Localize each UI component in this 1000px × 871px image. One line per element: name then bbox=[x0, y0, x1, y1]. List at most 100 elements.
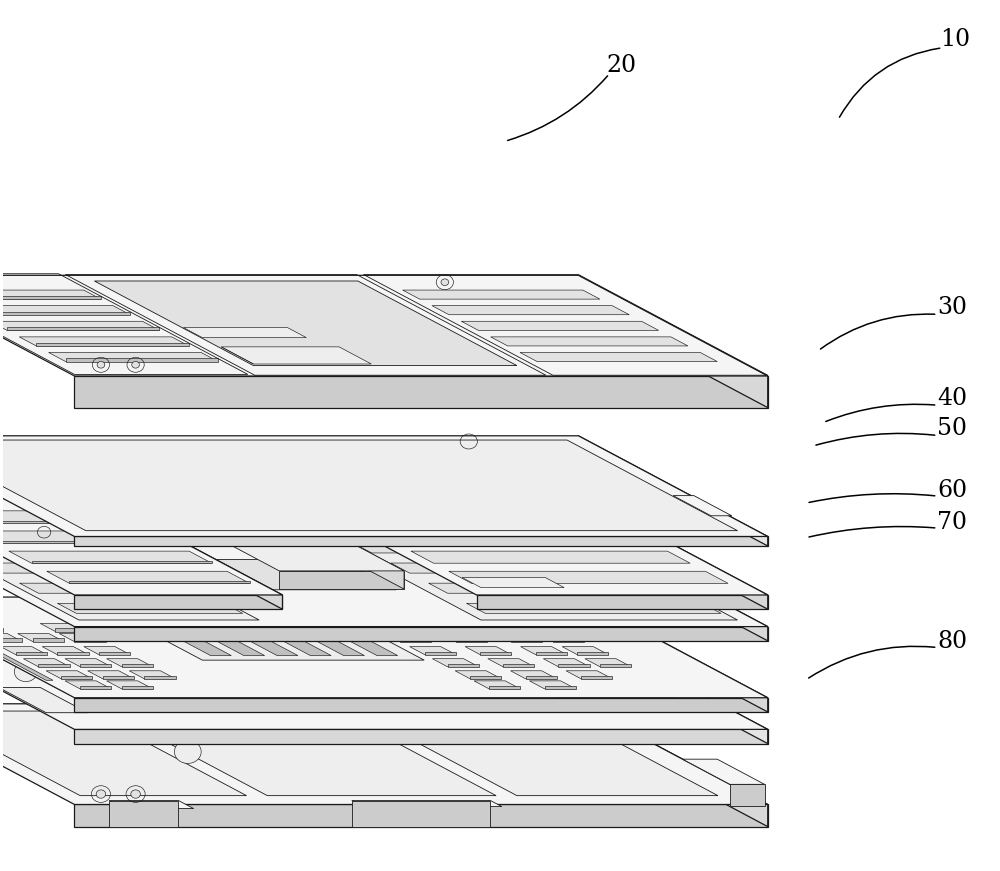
Polygon shape bbox=[0, 563, 167, 573]
Circle shape bbox=[14, 662, 37, 682]
Polygon shape bbox=[503, 664, 534, 667]
Polygon shape bbox=[536, 652, 567, 655]
Polygon shape bbox=[108, 711, 496, 795]
Text: 40: 40 bbox=[937, 387, 968, 409]
Polygon shape bbox=[511, 671, 557, 679]
Polygon shape bbox=[0, 321, 159, 330]
Text: 30: 30 bbox=[937, 296, 967, 319]
Polygon shape bbox=[109, 800, 178, 827]
Polygon shape bbox=[69, 581, 250, 584]
Polygon shape bbox=[144, 676, 176, 679]
Polygon shape bbox=[489, 685, 520, 689]
Polygon shape bbox=[0, 541, 174, 543]
Polygon shape bbox=[159, 559, 396, 590]
Polygon shape bbox=[183, 327, 306, 338]
Polygon shape bbox=[432, 658, 479, 667]
Polygon shape bbox=[352, 800, 502, 807]
Polygon shape bbox=[558, 664, 590, 667]
Polygon shape bbox=[480, 652, 511, 655]
Polygon shape bbox=[109, 800, 194, 808]
Polygon shape bbox=[47, 571, 250, 584]
Polygon shape bbox=[0, 510, 136, 523]
Polygon shape bbox=[0, 526, 768, 626]
Polygon shape bbox=[543, 658, 590, 667]
Polygon shape bbox=[429, 584, 683, 593]
Polygon shape bbox=[331, 631, 398, 656]
Polygon shape bbox=[287, 494, 768, 595]
Polygon shape bbox=[520, 353, 717, 361]
Polygon shape bbox=[553, 638, 584, 642]
Polygon shape bbox=[600, 664, 631, 667]
Polygon shape bbox=[298, 631, 364, 656]
Polygon shape bbox=[265, 631, 331, 656]
Polygon shape bbox=[483, 658, 676, 698]
Polygon shape bbox=[80, 685, 111, 689]
Polygon shape bbox=[519, 624, 565, 631]
Polygon shape bbox=[488, 658, 534, 667]
Polygon shape bbox=[55, 628, 87, 631]
Polygon shape bbox=[103, 676, 134, 679]
Polygon shape bbox=[0, 521, 136, 523]
Polygon shape bbox=[20, 584, 205, 593]
Polygon shape bbox=[0, 624, 3, 631]
Polygon shape bbox=[65, 681, 111, 689]
Polygon shape bbox=[449, 571, 728, 584]
Polygon shape bbox=[403, 290, 600, 299]
Polygon shape bbox=[198, 631, 265, 656]
Polygon shape bbox=[33, 638, 64, 642]
Polygon shape bbox=[578, 494, 768, 609]
Polygon shape bbox=[0, 543, 129, 553]
Text: 10: 10 bbox=[940, 28, 971, 51]
Polygon shape bbox=[534, 628, 565, 631]
Polygon shape bbox=[65, 658, 111, 667]
Polygon shape bbox=[107, 681, 153, 689]
Polygon shape bbox=[335, 510, 614, 523]
Polygon shape bbox=[38, 664, 70, 667]
Polygon shape bbox=[578, 436, 768, 546]
Polygon shape bbox=[0, 628, 3, 631]
Polygon shape bbox=[59, 633, 106, 642]
Polygon shape bbox=[129, 671, 176, 679]
Polygon shape bbox=[16, 652, 47, 655]
Polygon shape bbox=[545, 685, 576, 689]
Polygon shape bbox=[585, 658, 631, 667]
Polygon shape bbox=[311, 530, 737, 620]
Polygon shape bbox=[526, 676, 557, 679]
Polygon shape bbox=[578, 597, 768, 712]
Polygon shape bbox=[0, 296, 101, 299]
Polygon shape bbox=[146, 630, 424, 660]
Polygon shape bbox=[1, 646, 47, 655]
Polygon shape bbox=[461, 321, 659, 330]
Polygon shape bbox=[74, 698, 768, 712]
Polygon shape bbox=[74, 537, 768, 546]
Polygon shape bbox=[122, 664, 153, 667]
Polygon shape bbox=[290, 510, 404, 589]
Polygon shape bbox=[683, 760, 765, 785]
Polygon shape bbox=[578, 275, 768, 408]
Polygon shape bbox=[0, 440, 737, 530]
Polygon shape bbox=[80, 664, 111, 667]
Polygon shape bbox=[477, 595, 768, 609]
Polygon shape bbox=[0, 306, 130, 314]
Polygon shape bbox=[46, 671, 92, 679]
Polygon shape bbox=[7, 327, 159, 330]
Polygon shape bbox=[221, 347, 253, 364]
Polygon shape bbox=[232, 631, 298, 656]
Polygon shape bbox=[0, 494, 282, 595]
Polygon shape bbox=[448, 664, 479, 667]
Polygon shape bbox=[366, 624, 412, 631]
Polygon shape bbox=[107, 658, 153, 667]
Polygon shape bbox=[0, 436, 768, 537]
Polygon shape bbox=[0, 711, 247, 795]
Polygon shape bbox=[45, 682, 172, 686]
Polygon shape bbox=[581, 676, 612, 679]
Polygon shape bbox=[730, 785, 765, 807]
Polygon shape bbox=[61, 676, 92, 679]
Polygon shape bbox=[577, 652, 608, 655]
Polygon shape bbox=[165, 631, 231, 656]
Polygon shape bbox=[562, 646, 608, 655]
Polygon shape bbox=[93, 494, 282, 609]
Polygon shape bbox=[74, 626, 768, 641]
Polygon shape bbox=[496, 633, 542, 642]
Polygon shape bbox=[474, 681, 520, 689]
